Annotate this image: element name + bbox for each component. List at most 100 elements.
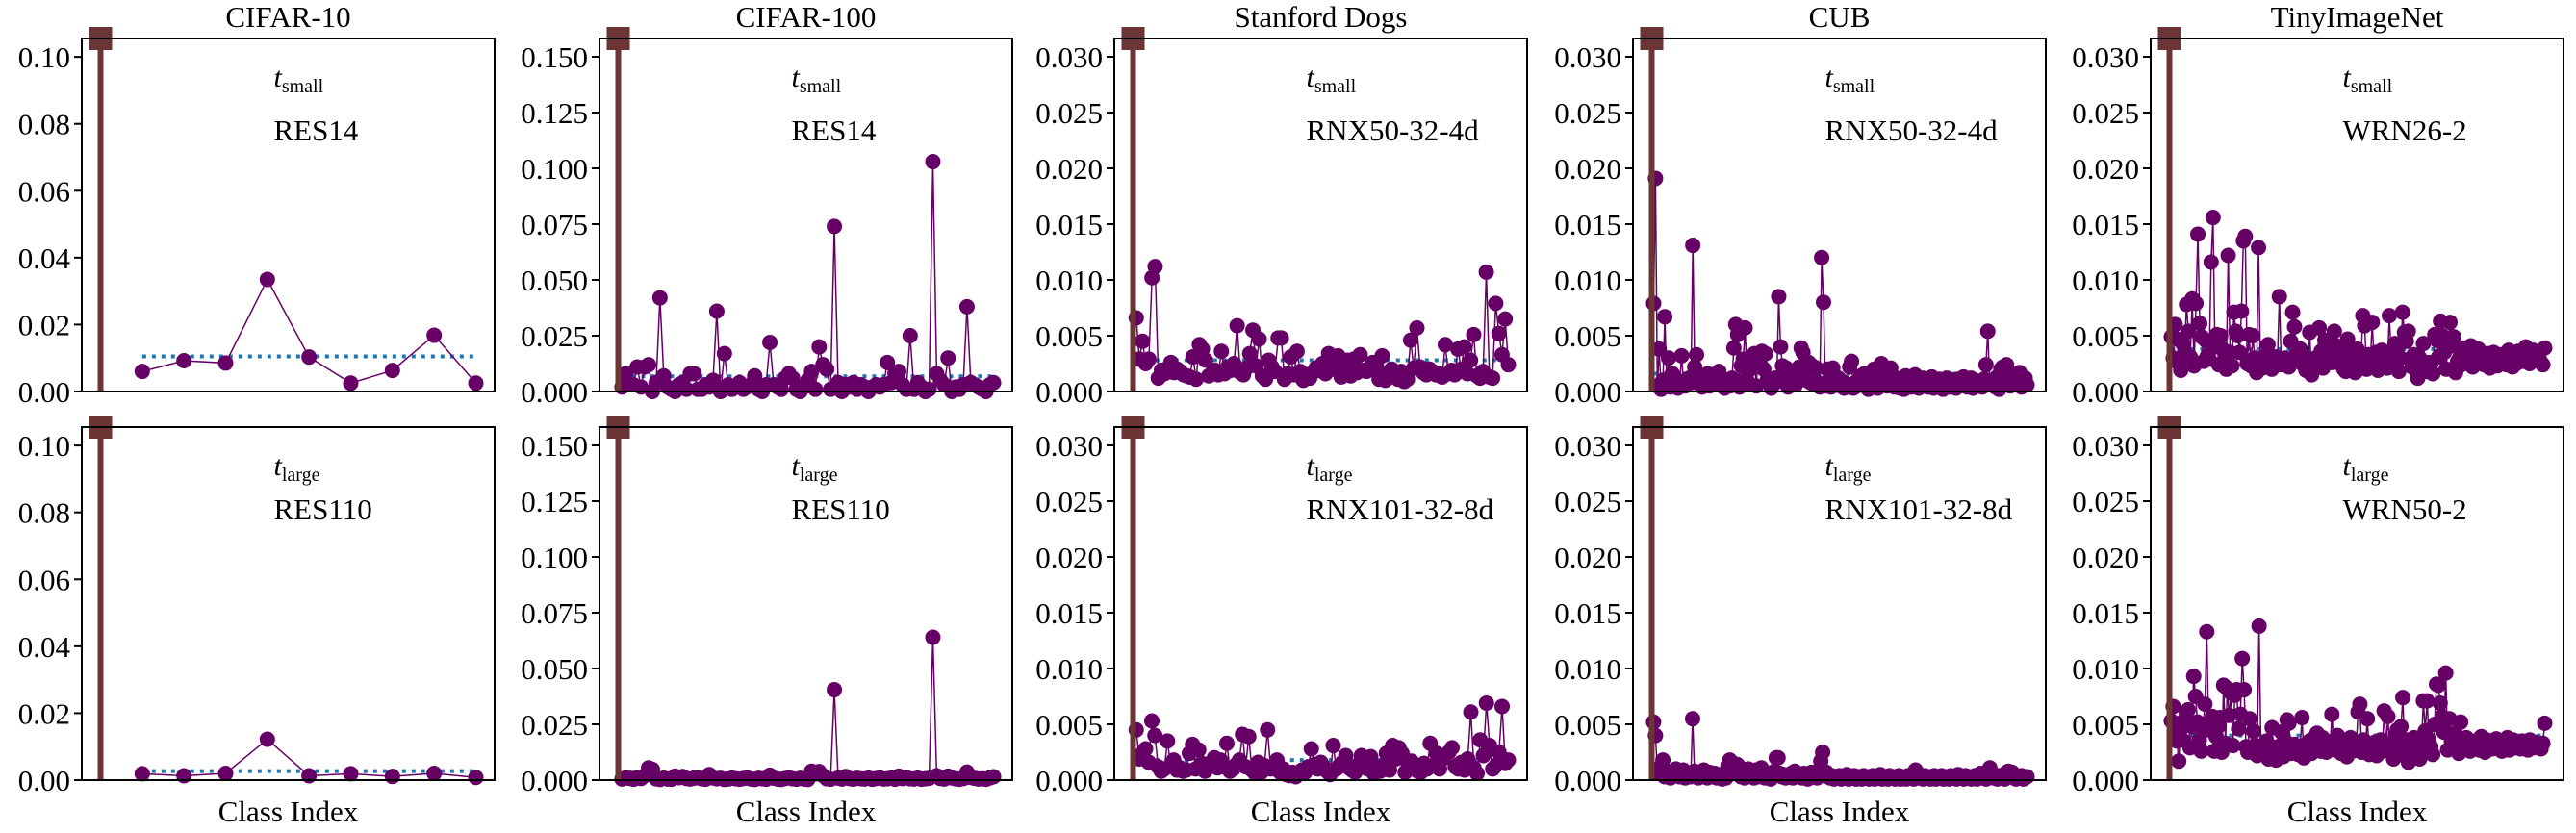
panel-stanford-dogs-small: 0.000 0.005 0.010 0.015 0.020 0.025 0.030 Stanf… [1035, 0, 1528, 409]
y-tick-label: 0.010 [2072, 652, 2139, 686]
y-tick-label: 0.020 [2072, 152, 2139, 186]
data-point [2205, 210, 2221, 226]
data-point [2245, 722, 2261, 739]
y-tick-label: 0.125 [521, 485, 588, 518]
y-tick-label: 0.075 [521, 208, 588, 241]
data-point [2430, 677, 2446, 694]
data-point [704, 372, 721, 389]
y-tick-label: 0.025 [1035, 96, 1103, 130]
data-point [1160, 733, 1176, 749]
data-point [1725, 340, 1742, 356]
y-tick-label: 0.000 [1554, 764, 1621, 797]
axes-frame [1632, 426, 2047, 781]
data-point [807, 381, 824, 397]
data-point [1456, 339, 1472, 355]
annotation-symbol: tsmall [2343, 62, 2393, 97]
data-point [1773, 339, 1789, 355]
data-point [426, 766, 443, 782]
axes-frame [2150, 38, 2564, 392]
data-point [1770, 749, 1786, 766]
data-point [1757, 345, 1773, 362]
data-point [134, 766, 150, 782]
data-point [2437, 665, 2454, 681]
data-point [1500, 752, 1517, 769]
data-point [1673, 347, 1690, 364]
data-point [2192, 316, 2208, 332]
y-tick-label: 0.015 [1035, 596, 1103, 630]
y-tick-label: 0.010 [1035, 264, 1103, 297]
data-point [2234, 650, 2251, 667]
y-tick-label: 0.08 [18, 108, 70, 141]
data-point [468, 770, 484, 786]
data-point [1687, 359, 1703, 375]
data-point [2381, 308, 2397, 324]
y-tick-label: 0.000 [521, 375, 588, 409]
y-tick-label: 0.005 [2072, 319, 2139, 353]
data-point [1303, 741, 1319, 757]
model-label: RNX101-32-8d [1307, 492, 1494, 526]
panel-title: CUB [1809, 0, 1871, 34]
data-point [641, 357, 657, 373]
annotation-symbol: tlarge [792, 450, 838, 486]
axes-frame [1113, 426, 1528, 781]
data-point [2193, 743, 2209, 759]
data-point [880, 354, 896, 370]
model-label: RES14 [792, 114, 877, 147]
data-point [1147, 259, 1163, 275]
model-label: RNX50-32-4d [1307, 114, 1480, 147]
panel-cifar-100-small: 0.000 0.025 0.050 0.075 0.100 0.125 0.150 CIFAR… [521, 0, 1013, 409]
data-point [1977, 357, 1994, 373]
data-point [1844, 353, 1860, 369]
data-point [2237, 228, 2254, 244]
data-point [134, 364, 150, 380]
data-point [940, 350, 956, 366]
data-point [1815, 745, 1831, 761]
data-point [2281, 715, 2297, 731]
data-point [2324, 706, 2340, 722]
data-point [259, 731, 275, 747]
x-axis-label: Class Index [218, 795, 359, 828]
data-point [2537, 715, 2553, 731]
y-tick-label: 0.150 [521, 429, 588, 463]
data-point [2230, 328, 2246, 344]
data-point [1190, 742, 1207, 758]
data-point [2019, 377, 2035, 393]
data-point [426, 327, 443, 343]
y-tick-label: 0.020 [1554, 541, 1621, 574]
y-tick-label: 0.030 [2072, 40, 2139, 74]
y-tick-label: 0.010 [2072, 264, 2139, 297]
data-point [921, 381, 937, 397]
panel-cifar-10-large: 0.00 0.02 0.04 0.06 0.08 0.10 tlarge RES110 Clas… [18, 416, 496, 828]
model-label: RES14 [274, 114, 359, 147]
data-point [343, 766, 359, 782]
data-point [2236, 682, 2253, 698]
y-tick-label: 0.025 [2072, 96, 2139, 130]
data-point [925, 154, 941, 170]
data-point [827, 682, 843, 698]
data-point [2188, 295, 2205, 312]
data-point [1488, 295, 1504, 312]
data-point [811, 339, 828, 355]
y-tick-label: 0.10 [18, 429, 70, 463]
data-point [2173, 362, 2189, 378]
data-point [819, 361, 835, 377]
y-tick-label: 0.000 [521, 764, 588, 797]
data-point [2442, 315, 2459, 331]
y-tick-label: 0.06 [18, 563, 70, 596]
y-tick-label: 0.000 [1035, 375, 1103, 409]
data-point [2359, 711, 2376, 727]
panel-cifar-10-small: 0.00 0.02 0.04 0.06 0.08 0.10 CIFAR-10 tsmall RE… [18, 0, 496, 409]
panel-cub-small: 0.000 0.005 0.010 0.015 0.020 0.025 0.030 CUB ts… [1554, 0, 2047, 409]
data-point [1399, 371, 1416, 388]
model-label: WRN50-2 [2343, 492, 2467, 526]
data-point [1463, 704, 1479, 720]
y-tick-label: 0.100 [521, 541, 588, 574]
data-point [2221, 707, 2237, 723]
data-point [1466, 326, 1482, 342]
y-tick-label: 0.02 [18, 308, 70, 341]
data-point [2432, 694, 2448, 711]
data-point [2019, 769, 2035, 785]
annotation-symbol: tsmall [274, 62, 324, 97]
data-point [2400, 323, 2416, 340]
axes-frame [81, 426, 496, 781]
